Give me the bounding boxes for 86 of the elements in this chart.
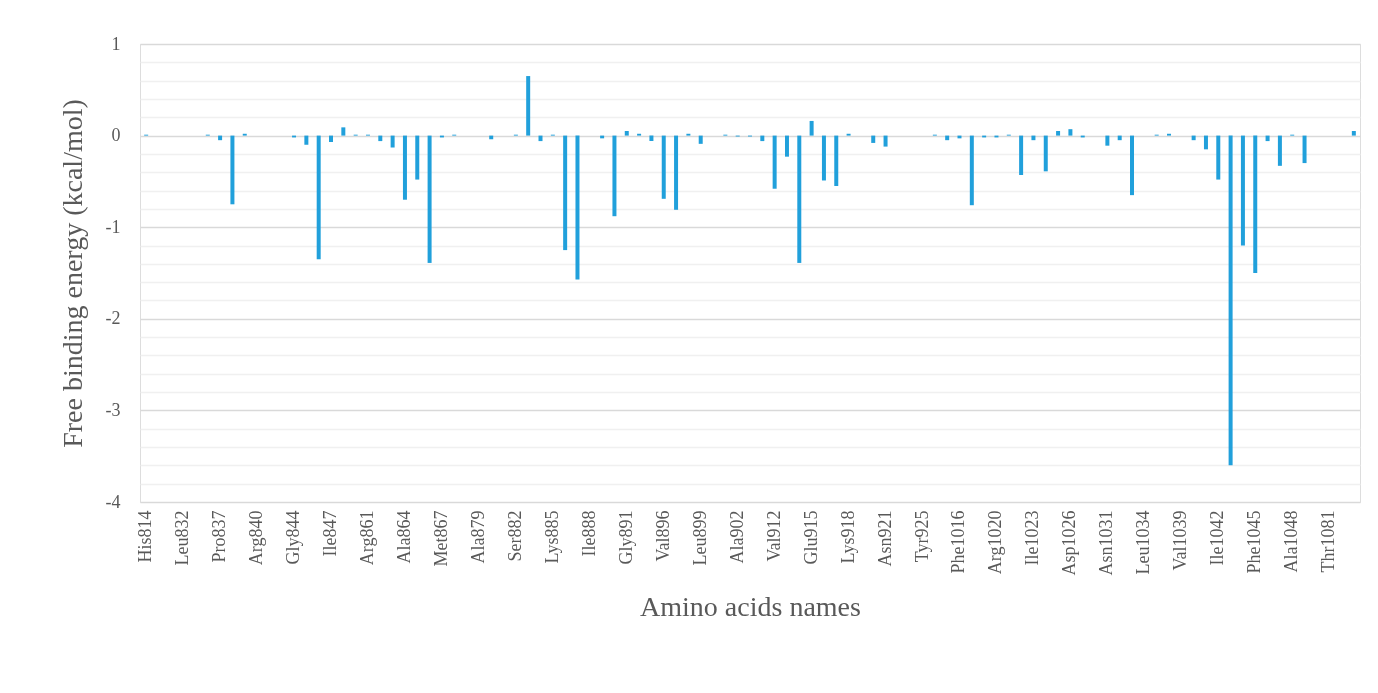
bar	[1216, 135, 1221, 180]
bar	[304, 135, 309, 145]
bar	[969, 135, 974, 206]
bar	[329, 135, 334, 143]
bar	[760, 135, 765, 142]
y-tick-label: 1	[111, 33, 121, 54]
x-tick-label: Val1039	[1170, 510, 1191, 571]
y-tick-label: -3	[105, 399, 121, 420]
bar	[427, 135, 432, 263]
x-tick-label: Phe1045	[1244, 510, 1265, 574]
x-tick-label: Val912	[763, 510, 784, 562]
bar	[1253, 135, 1258, 273]
x-tick-label: Lys918	[837, 510, 858, 564]
bar	[661, 135, 666, 199]
x-tick-label: Ile1042	[1207, 510, 1228, 566]
x-tick-label: Ser882	[504, 510, 525, 562]
x-tick-label: Asn1031	[1096, 510, 1117, 576]
bar	[698, 135, 703, 144]
bar	[821, 135, 826, 181]
bar	[612, 135, 617, 217]
bar	[538, 135, 543, 142]
bar	[834, 135, 839, 186]
x-tick-label: Ile847	[320, 510, 341, 557]
bar	[378, 135, 383, 142]
bar	[316, 135, 321, 260]
bar	[1043, 135, 1048, 172]
bar	[1265, 135, 1270, 142]
bar	[674, 135, 679, 210]
x-tick-label: Tyr925	[911, 510, 932, 563]
bar	[526, 76, 531, 136]
x-tick-label: Ile888	[578, 510, 599, 557]
x-tick-label: Asn921	[874, 510, 895, 567]
bar	[1277, 135, 1282, 166]
y-tick-label: -4	[105, 491, 121, 512]
bar	[809, 120, 814, 136]
x-tick-label: Val896	[652, 510, 673, 562]
x-tick-label: Ala879	[467, 510, 488, 564]
x-tick-label: Pro837	[209, 510, 230, 563]
bar	[649, 135, 654, 142]
x-tick-label: Ala1048	[1281, 510, 1302, 573]
y-tick-label: -2	[105, 308, 121, 329]
x-tick-label: Lys885	[541, 510, 562, 564]
bar	[1068, 129, 1073, 136]
bar	[624, 131, 629, 136]
x-tick-label: Ala902	[726, 510, 747, 564]
x-tick-label: Arg861	[356, 510, 377, 566]
bar	[1302, 135, 1307, 164]
x-tick-label: His814	[135, 510, 156, 563]
bar	[1056, 131, 1061, 136]
bar	[784, 135, 789, 157]
x-tick-label: Ile1023	[1022, 510, 1043, 566]
bar	[415, 135, 420, 180]
bar	[797, 135, 802, 263]
x-tick-label: Gly891	[615, 510, 636, 565]
bar	[1228, 135, 1233, 466]
bar	[883, 135, 888, 147]
bar	[1351, 131, 1356, 136]
bar	[871, 135, 876, 143]
bar	[341, 127, 346, 136]
bar	[402, 135, 407, 200]
bar	[575, 135, 580, 280]
y-tick-label: -1	[105, 216, 121, 237]
x-tick-label: Gly844	[283, 510, 304, 565]
y-tick-label: 0	[111, 125, 121, 146]
bar	[1203, 135, 1208, 150]
x-tick-label: Glu915	[800, 510, 821, 565]
bar	[390, 135, 395, 148]
y-axis-title: Free binding energy (kcal/mol)	[56, 99, 88, 448]
x-tick-label: Met867	[430, 510, 451, 567]
x-tick-label: Phe1016	[948, 510, 969, 574]
x-tick-label: Arg1020	[985, 510, 1006, 575]
x-tick-label: Asp1026	[1059, 510, 1080, 576]
bar	[1019, 135, 1024, 175]
bar	[772, 135, 777, 189]
bar	[1130, 135, 1135, 196]
bar	[1240, 135, 1245, 246]
x-axis-title: Amino acids names	[640, 590, 861, 622]
bar	[230, 135, 235, 205]
x-tick-label: Leu1034	[1133, 510, 1154, 575]
bar	[563, 135, 568, 251]
bar	[1105, 135, 1110, 146]
x-tick-label: Leu832	[172, 510, 193, 566]
x-tick-label: Arg840	[246, 510, 267, 566]
x-tick-label: Ala864	[393, 510, 414, 564]
x-tick-label: Leu899	[689, 510, 710, 566]
x-tick-label: Thr1081	[1318, 510, 1339, 573]
